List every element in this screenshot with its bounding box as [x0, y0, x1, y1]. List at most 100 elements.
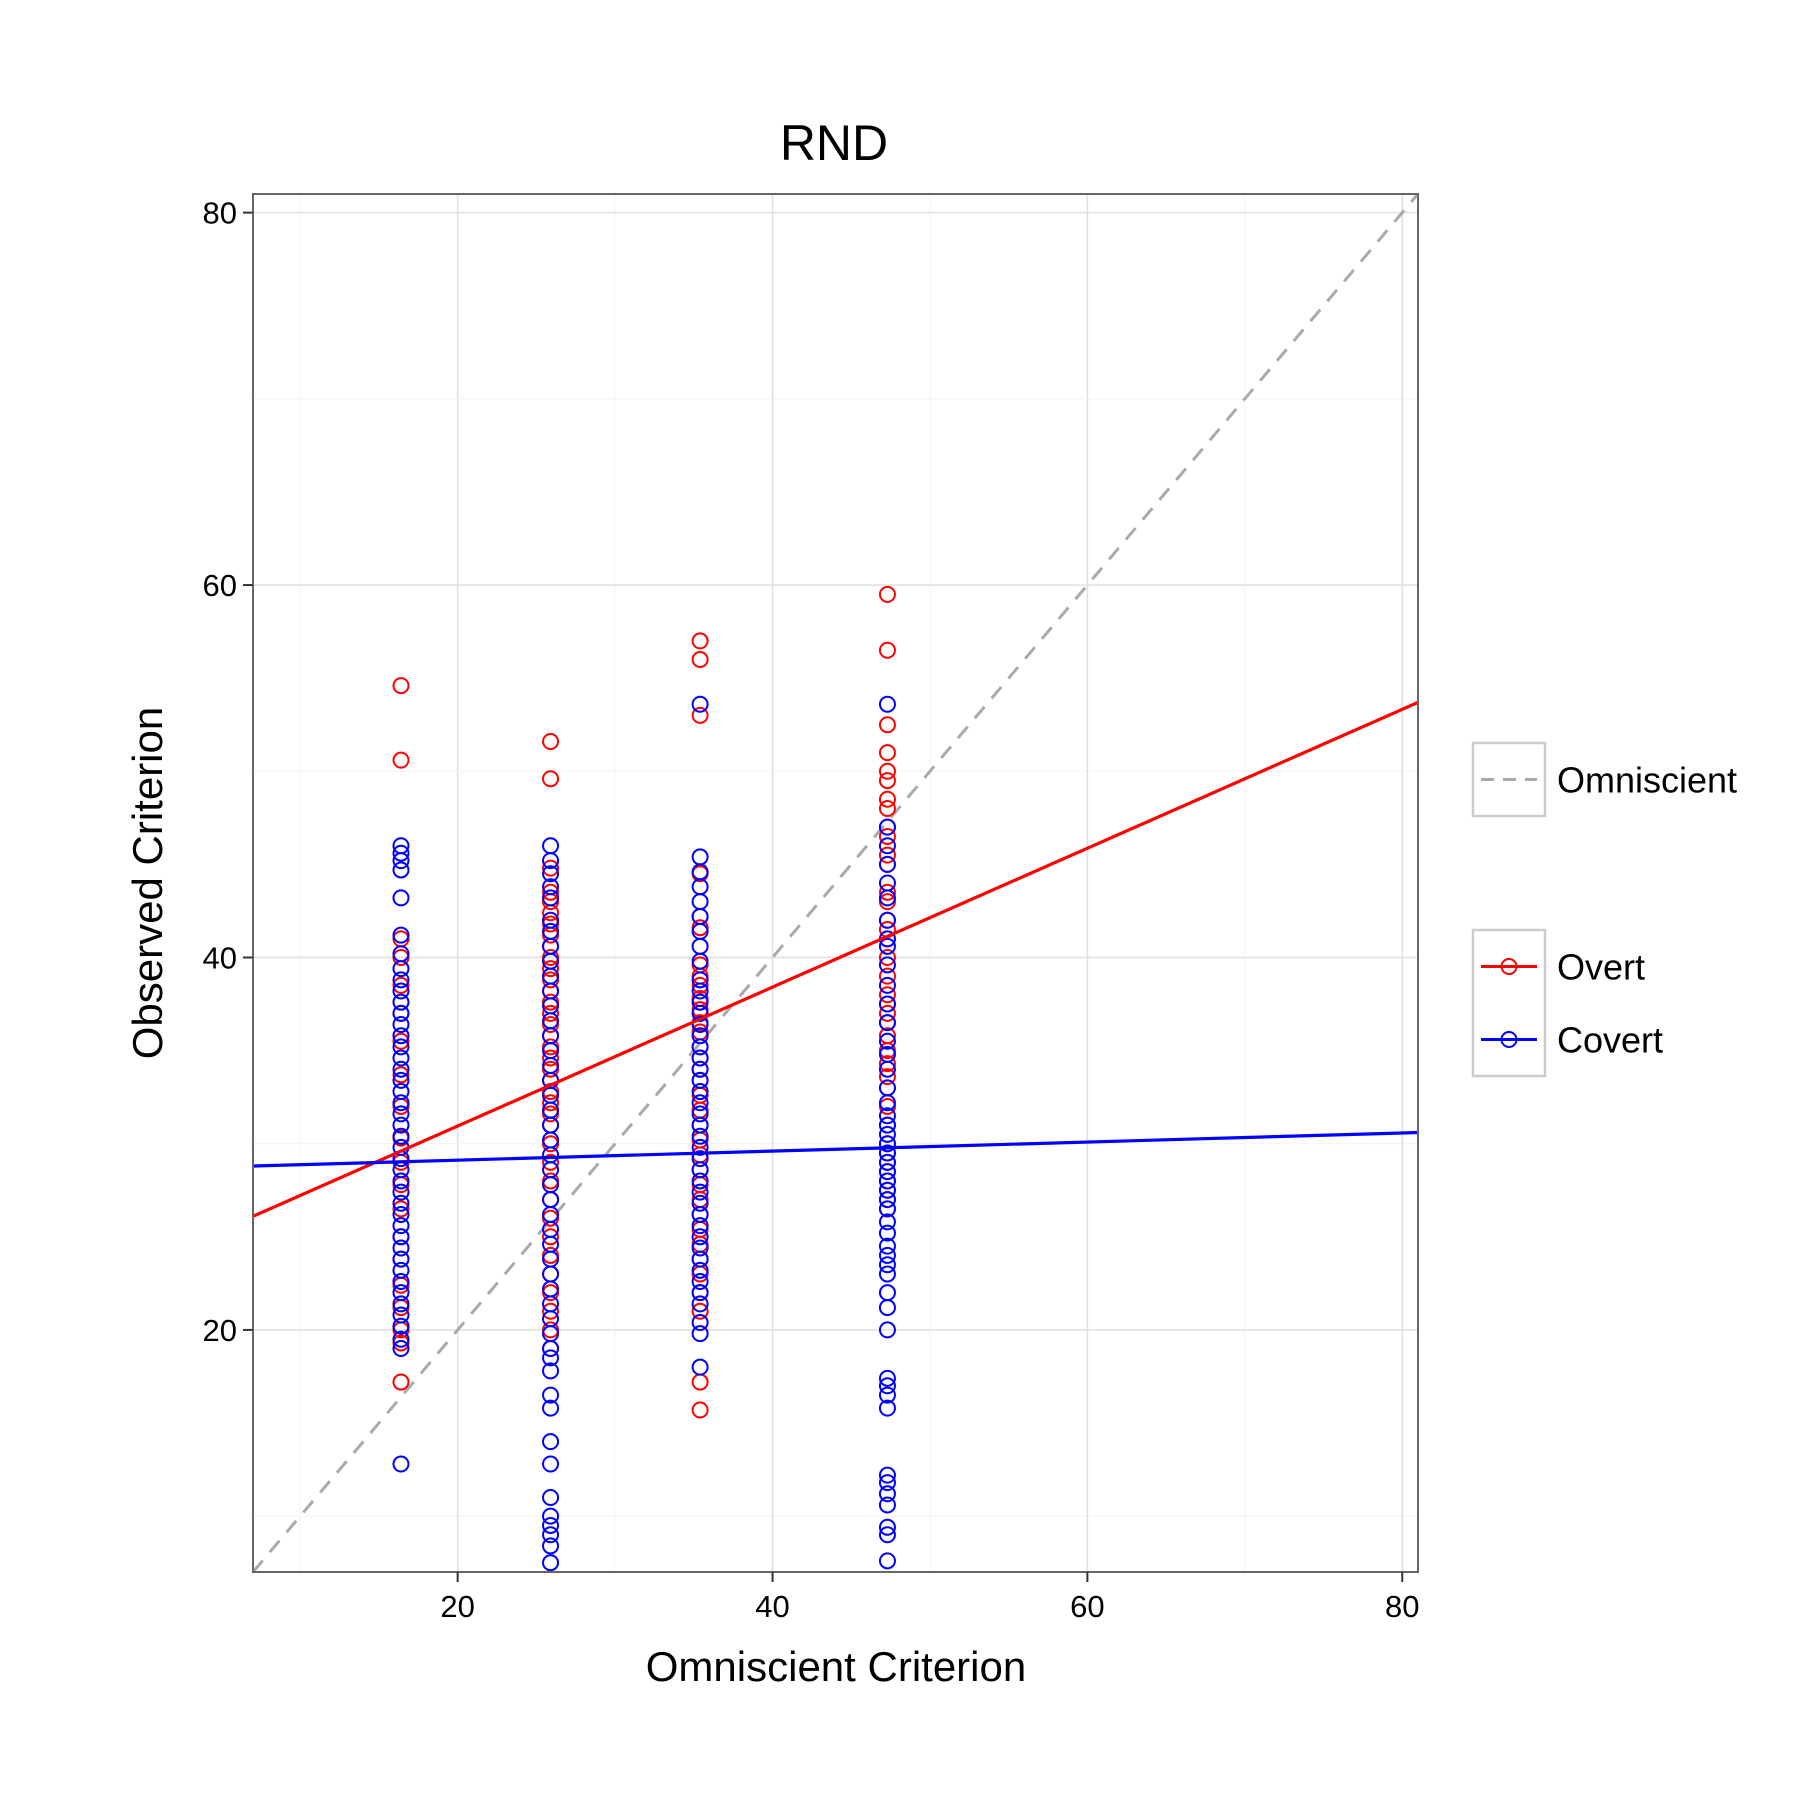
- axes: 20 40 60 80 20 40 60 80: [203, 196, 1420, 1624]
- covert-point: [878, 1299, 896, 1317]
- covert-point: [878, 1107, 896, 1125]
- overt-point: [878, 716, 896, 734]
- x-tick-label: 60: [1070, 1589, 1104, 1624]
- covert-point: [691, 1004, 709, 1022]
- overt-point: [542, 883, 560, 901]
- legend-marker-covert: [1500, 1031, 1518, 1048]
- covert-point: [392, 993, 410, 1011]
- covert-point: [691, 1150, 709, 1168]
- covert-point: [542, 1526, 560, 1544]
- covert-point: [691, 993, 709, 1011]
- covert-point: [878, 889, 896, 907]
- overt-point: [542, 859, 560, 877]
- covert-point: [392, 1183, 410, 1201]
- covert-point: [878, 911, 896, 929]
- covert-point: [691, 1217, 709, 1235]
- overt-point: [392, 751, 410, 769]
- covert-point: [392, 1049, 410, 1067]
- covert-point: [878, 1116, 896, 1134]
- covert-point: [878, 1399, 896, 1417]
- covert-point: [878, 1181, 896, 1199]
- covert-point: [691, 1071, 709, 1089]
- overt-point: [691, 1302, 709, 1320]
- overt-fit-line: [252, 700, 1419, 1218]
- covert-point: [878, 695, 896, 713]
- covert-point: [691, 695, 709, 713]
- overt-point: [878, 883, 896, 901]
- covert-point: [691, 1116, 709, 1134]
- grid-lines: [253, 194, 1418, 1572]
- covert-point: [392, 889, 410, 907]
- covert-point: [392, 1340, 410, 1358]
- covert-point: [392, 960, 410, 978]
- covert-point: [691, 1325, 709, 1343]
- covert-point: [691, 1250, 709, 1268]
- overt-point: [878, 1055, 896, 1073]
- overt-point: [392, 677, 410, 695]
- covert-point: [392, 861, 410, 879]
- covert-point: [392, 1094, 410, 1112]
- covert-point: [392, 844, 410, 862]
- overt-point: [392, 1373, 410, 1391]
- covert-point: [878, 1485, 896, 1503]
- overt-point: [542, 1228, 560, 1246]
- covert-point: [691, 1261, 709, 1279]
- overt-point: [392, 1200, 410, 1218]
- covert-point: [878, 1386, 896, 1404]
- covert-point: [542, 1433, 560, 1451]
- covert-point: [878, 1526, 896, 1544]
- covert-point: [392, 1228, 410, 1246]
- fit-lines: [252, 700, 1419, 1218]
- covert-point: [691, 1027, 709, 1045]
- covert-point: [392, 1205, 410, 1223]
- overt-point: [542, 770, 560, 788]
- covert-point: [392, 1295, 410, 1313]
- covert-point: [392, 971, 410, 989]
- covert-point: [691, 1239, 709, 1257]
- covert-point: [691, 1105, 709, 1123]
- overt-point: [392, 976, 410, 994]
- overt-point: [878, 846, 896, 864]
- covert-point: [878, 1377, 896, 1395]
- overt-point: [878, 800, 896, 818]
- overt-point: [878, 641, 896, 659]
- covert-point: [691, 1038, 709, 1056]
- covert-point: [392, 1261, 410, 1279]
- data-points: [392, 585, 896, 1572]
- overt-point: [542, 1302, 560, 1320]
- covert-point: [878, 1032, 896, 1050]
- y-tick-label: 80: [203, 196, 237, 231]
- y-axis-title: Observed Criterion: [124, 707, 171, 1059]
- covert-point: [691, 1205, 709, 1223]
- y-tick-label: 40: [203, 940, 237, 975]
- covert-point: [691, 1083, 709, 1101]
- covert-point: [392, 1250, 410, 1268]
- legend-marker-overt: [1500, 958, 1518, 975]
- covert-point: [392, 1060, 410, 1078]
- covert-point: [691, 1138, 709, 1156]
- covert-point: [878, 1144, 896, 1162]
- covert-point: [542, 1349, 560, 1367]
- overt-point: [878, 585, 896, 603]
- covert-point: [878, 1135, 896, 1153]
- covert-point: [691, 1172, 709, 1190]
- x-tick-label: 40: [755, 1589, 789, 1624]
- overt-point: [878, 1004, 896, 1022]
- covert-point: [392, 1239, 410, 1257]
- overt-point: [542, 732, 560, 750]
- covert-point: [878, 976, 896, 994]
- covert-point: [542, 1489, 560, 1507]
- overt-point: [878, 790, 896, 808]
- covert-point: [691, 971, 709, 989]
- covert-point: [542, 1386, 560, 1404]
- covert-point: [878, 1496, 896, 1514]
- covert-point: [878, 937, 896, 955]
- covert-point: [392, 1116, 410, 1134]
- legend-series-box: [1471, 928, 1547, 1078]
- covert-point: [878, 1200, 896, 1218]
- covert-fit-line: [252, 1130, 1419, 1168]
- covert-point: [691, 1016, 709, 1034]
- covert-point: [878, 956, 896, 974]
- overt-point: [542, 960, 560, 978]
- covert-point: [691, 1194, 709, 1212]
